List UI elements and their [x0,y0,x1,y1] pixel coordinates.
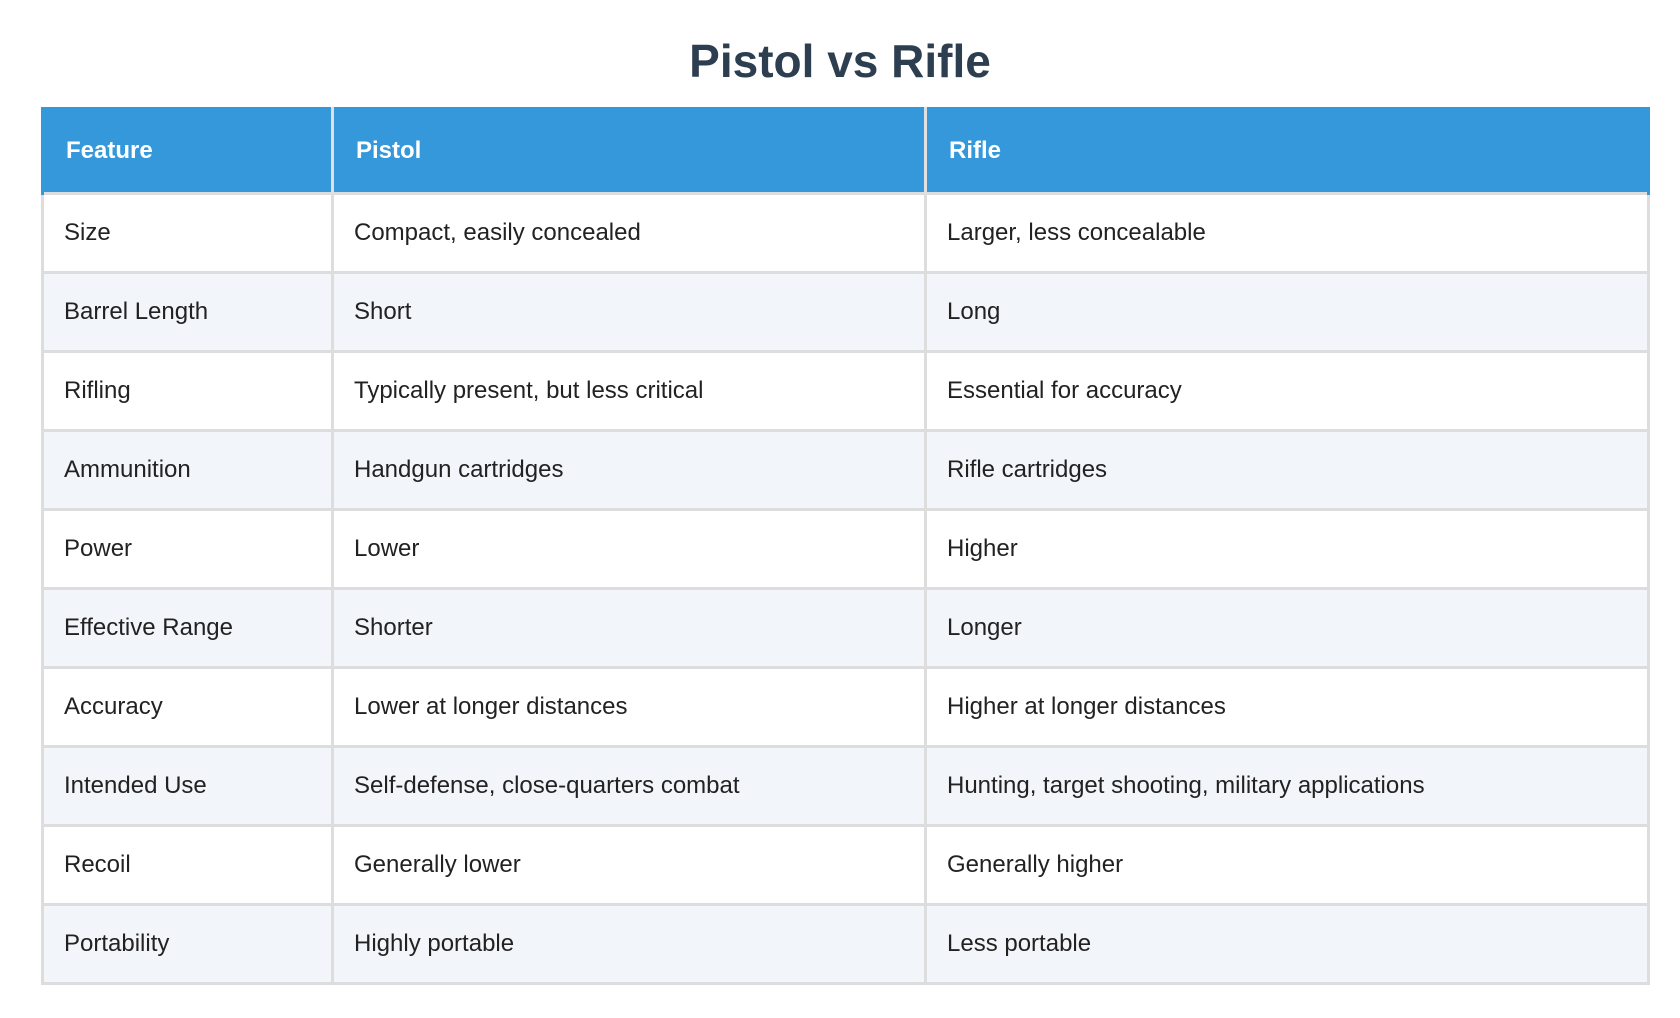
rifle-cell: Generally higher [924,824,1650,906]
table-row: Effective Range Shorter Longer [41,587,1650,669]
table-row: Rifling Typically present, but less crit… [41,350,1650,432]
pistol-cell: Typically present, but less critical [331,350,927,432]
table-row: Recoil Generally lower Generally higher [41,824,1650,906]
rifle-cell: Essential for accuracy [924,350,1650,432]
feature-cell: Recoil [41,824,334,906]
comparison-table: Feature Pistol Rifle Size Compact, easil… [41,107,1650,985]
rifle-cell: Higher [924,508,1650,590]
pistol-cell: Lower at longer distances [331,666,927,748]
pistol-cell: Shorter [331,587,927,669]
rifle-cell: Long [924,271,1650,353]
rifle-cell: Less portable [924,903,1650,985]
pistol-cell: Self-defense, close-quarters combat [331,745,927,827]
pistol-cell: Lower [331,508,927,590]
column-header-rifle: Rifle [924,107,1650,194]
feature-cell: Power [41,508,334,590]
table-row: Ammunition Handgun cartridges Rifle cart… [41,429,1650,511]
feature-cell: Portability [41,903,334,985]
rifle-cell: Larger, less concealable [924,192,1650,274]
rifle-cell: Longer [924,587,1650,669]
table-header-row: Feature Pistol Rifle [41,107,1650,194]
pistol-cell: Compact, easily concealed [331,192,927,274]
table-row: Power Lower Higher [41,508,1650,590]
feature-cell: Accuracy [41,666,334,748]
pistol-cell: Handgun cartridges [331,429,927,511]
feature-cell: Ammunition [41,429,334,511]
feature-cell: Rifling [41,350,334,432]
rifle-cell: Hunting, target shooting, military appli… [924,745,1650,827]
table-row: Intended Use Self-defense, close-quarter… [41,745,1650,827]
pistol-cell: Short [331,271,927,353]
column-header-feature: Feature [41,107,334,194]
feature-cell: Intended Use [41,745,334,827]
table-row: Barrel Length Short Long [41,271,1650,353]
pistol-cell: Highly portable [331,903,927,985]
pistol-cell: Generally lower [331,824,927,906]
page-title: Pistol vs Rifle [689,35,991,87]
table-row: Portability Highly portable Less portabl… [41,903,1650,985]
feature-cell: Barrel Length [41,271,334,353]
rifle-cell: Higher at longer distances [924,666,1650,748]
rifle-cell: Rifle cartridges [924,429,1650,511]
feature-cell: Effective Range [41,587,334,669]
table-row: Size Compact, easily concealed Larger, l… [41,192,1650,274]
column-header-pistol: Pistol [331,107,927,194]
feature-cell: Size [41,192,334,274]
table-row: Accuracy Lower at longer distances Highe… [41,666,1650,748]
